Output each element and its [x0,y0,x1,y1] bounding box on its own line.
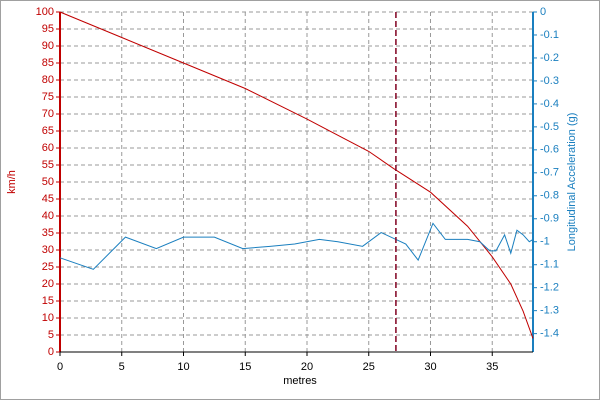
y2-tick-label: -1.3 [540,305,559,317]
y-tick-label: 0 [48,346,54,358]
y-tick-label: 15 [42,295,54,307]
y-tick-label: 30 [42,244,54,256]
y2-tick-label: -1.2 [540,282,559,294]
y2-tick-label: -1 [540,236,550,248]
y2-tick-label: -0.2 [540,52,559,64]
series-line [59,222,534,270]
y-tick-label: 95 [42,23,54,35]
y-tick-label: 10 [42,312,54,324]
y2-tick-label: -0.3 [540,75,559,87]
y-tick-label: 55 [42,159,54,171]
y-tick-label: 90 [42,40,54,52]
y2-tick-label: -0.6 [540,144,559,156]
y-tick-label: 75 [42,91,54,103]
y2-tick-label: -0.5 [540,121,559,133]
y-tick-label: 65 [42,125,54,137]
y-tick-label: 50 [42,176,54,188]
y-tick-label: 35 [42,227,54,239]
y-tick-label: 25 [42,261,54,273]
y2-axis-label: Longitudinal Acceleration (g) [566,113,578,252]
y-tick-label: 40 [42,210,54,222]
x-tick-label: 0 [57,361,63,373]
y2-tick-label: -0.9 [540,213,559,225]
series-line [59,11,534,339]
y-tick-label: 5 [48,329,54,341]
y-tick-label: 70 [42,108,54,120]
x-axis-label: metres [283,375,317,387]
y-axis-label: km/h [6,170,18,194]
x-tick-label: 15 [239,361,251,373]
x-tick-label: 20 [301,361,313,373]
y-tick-label: 45 [42,193,54,205]
y-tick-label: 60 [42,142,54,154]
y-tick-label: 100 [36,6,54,18]
x-tick-label: 35 [486,361,498,373]
x-tick-label: 10 [177,361,189,373]
y-tick-label: 20 [42,278,54,290]
x-tick-label: 25 [363,361,375,373]
y2-tick-label: -1.4 [540,328,559,340]
x-tick-label: 30 [424,361,436,373]
x-tick-label: 5 [119,361,125,373]
y2-tick-label: -0.7 [540,167,559,179]
y-tick-label: 85 [42,57,54,69]
y-tick-label: 80 [42,74,54,86]
y2-tick-label: 0 [540,6,546,18]
y2-tick-label: -0.8 [540,190,559,202]
y2-tick-label: -0.4 [540,98,559,110]
y2-tick-label: -0.1 [540,29,559,41]
y2-tick-label: -1.1 [540,259,559,271]
